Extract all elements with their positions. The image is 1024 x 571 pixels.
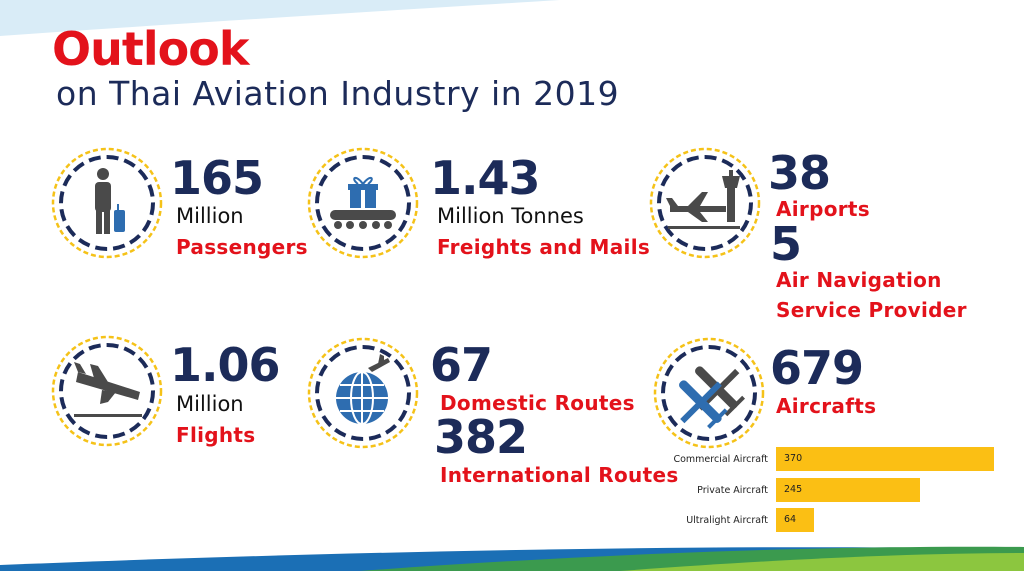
- airports-label: Airports: [776, 197, 870, 221]
- aircrafts-value: 679: [770, 341, 864, 395]
- airport-tower-icon: [649, 147, 761, 259]
- bar-commercial: 370: [776, 447, 994, 471]
- ansp-label-line2: Service Provider: [776, 298, 967, 322]
- bar-label-private: Private Aircraft: [697, 485, 768, 496]
- landing-plane-icon: [51, 335, 163, 447]
- bar-private: 245: [776, 478, 920, 502]
- international-label: International Routes: [440, 463, 679, 487]
- bar-label-commercial: Commercial Aircraft: [673, 454, 768, 465]
- passengers-value: 165: [170, 151, 264, 205]
- international-value: 382: [434, 410, 528, 464]
- passenger-icon: [51, 147, 163, 259]
- conveyor-parcel-icon: [307, 147, 419, 259]
- airplanes-icon: [653, 337, 765, 449]
- domestic-value: 67: [430, 338, 493, 392]
- globe-plane-icon: [307, 337, 419, 449]
- aircrafts-label: Aircrafts: [776, 394, 877, 418]
- airports-value: 38: [768, 146, 831, 200]
- domestic-label: Domestic Routes: [440, 391, 635, 415]
- flights-unit: Million: [176, 392, 244, 416]
- bar-value-commercial: 370: [784, 453, 803, 464]
- airports-badge: [648, 146, 762, 260]
- bottom-decoration: [0, 546, 1024, 571]
- flights-value: 1.06: [170, 338, 280, 392]
- flights-label: Flights: [176, 423, 256, 447]
- ansp-label-line1: Air Navigation: [776, 268, 942, 292]
- page-title: Outlook: [52, 22, 249, 76]
- top-decoration: [0, 0, 560, 36]
- bar-value-ultralight: 64: [784, 514, 797, 525]
- ansp-value: 5: [770, 217, 802, 271]
- routes-badge: [306, 336, 420, 450]
- bar-ultralight: 64: [776, 508, 814, 532]
- bar-value-private: 245: [784, 484, 803, 495]
- freight-unit: Million Tonnes: [437, 204, 584, 228]
- aircrafts-badge: [652, 336, 766, 450]
- passengers-label: Passengers: [176, 235, 308, 259]
- passengers-unit: Million: [176, 204, 244, 228]
- bar-label-ultralight: Ultralight Aircraft: [686, 515, 768, 526]
- freight-badge: [306, 146, 420, 260]
- freight-label: Freights and Mails: [437, 235, 651, 259]
- passenger-badge: [50, 146, 164, 260]
- flights-badge: [50, 334, 164, 448]
- page-subtitle: on Thai Aviation Industry in 2019: [56, 74, 620, 113]
- freight-value: 1.43: [430, 151, 540, 205]
